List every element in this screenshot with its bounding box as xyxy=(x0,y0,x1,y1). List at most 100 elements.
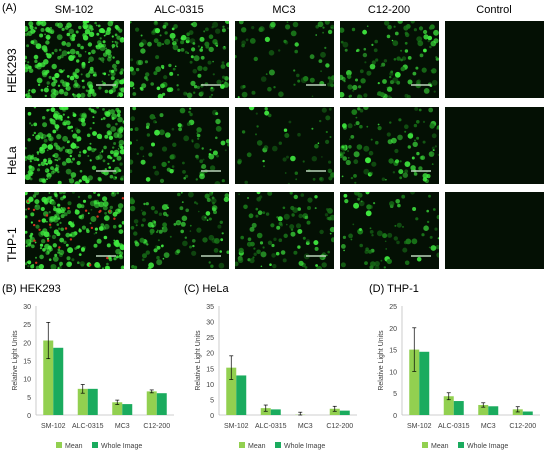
legend-swatch-whole-image xyxy=(458,442,464,448)
scale-bar xyxy=(201,84,221,86)
y-tick-label: 5 xyxy=(210,397,214,404)
legend-swatch-mean xyxy=(239,442,245,448)
row-header-hek293: HEK293 xyxy=(5,48,19,93)
column-header-mc3: MC3 xyxy=(272,4,296,16)
legend-label-whole-image: Whole Image xyxy=(467,443,508,450)
scale-bar xyxy=(306,255,326,257)
y-tick-label: 30 xyxy=(23,304,31,311)
y-tick-label: 20 xyxy=(389,326,397,333)
micrograph-hela-mc3 xyxy=(235,107,334,184)
panel-a-label: (A) xyxy=(2,2,17,14)
chart-d-thp-1: 0 5 10 15 20 25 Relative Light Units SM-102 ALC-… xyxy=(378,304,540,450)
bar-whole-image-sm-102 xyxy=(53,347,64,415)
legend-label-whole-image: Whole Image xyxy=(101,443,142,450)
bar-whole-image-c12-200 xyxy=(156,393,167,415)
chart-c-title: (C) HeLa xyxy=(184,283,229,295)
column-header-c12-200: C12-200 xyxy=(367,4,411,16)
bar-whole-image-c12-200 xyxy=(522,411,533,415)
bar-mean-sm-102 xyxy=(409,349,420,415)
y-tick-label: 10 xyxy=(206,382,214,389)
y-tick-label: 0 xyxy=(393,413,397,420)
legend-label-mean: Mean xyxy=(65,443,83,450)
x-tick-label: C12-200 xyxy=(326,423,353,430)
row-header-hela: HeLa xyxy=(5,146,19,175)
chart-b-title: (B) HEK293 xyxy=(2,283,61,295)
bar-whole-image-mc3 xyxy=(488,406,499,415)
micrograph-hela-alc-0315 xyxy=(130,107,229,184)
bar-whole-image-mc3 xyxy=(122,404,133,415)
y-tick-label: 15 xyxy=(389,348,397,355)
y-tick-label: 5 xyxy=(27,395,31,402)
micrograph-hela-control xyxy=(445,107,544,184)
x-tick-label: ALC-0315 xyxy=(255,423,287,430)
bar-mean-mc3 xyxy=(112,402,123,415)
x-tick-label: SM-102 xyxy=(407,423,432,430)
micrograph-hek293-sm-102 xyxy=(25,21,124,98)
legend-swatch-mean xyxy=(422,442,428,448)
row-header-thp-1: THP-1 xyxy=(5,227,19,262)
bar-whole-image-alc-0315 xyxy=(270,409,281,415)
legend-swatch-mean xyxy=(56,442,62,448)
scale-bar xyxy=(306,170,326,172)
column-header-alc-0315: ALC-0315 xyxy=(154,4,204,16)
x-tick-label: MC3 xyxy=(481,423,496,430)
chart-d-title: (D) THP-1 xyxy=(369,283,419,295)
y-tick-label: 5 xyxy=(393,391,397,398)
y-axis-label: Relative Light Units xyxy=(378,330,385,391)
y-tick-label: 10 xyxy=(389,369,397,376)
micrograph-thp-1-mc3 xyxy=(235,192,334,269)
y-tick-label: 20 xyxy=(23,340,31,347)
legend-label-mean: Mean xyxy=(248,443,266,450)
x-tick-label: SM-102 xyxy=(41,423,66,430)
micrograph-thp-1-control xyxy=(445,192,544,269)
x-tick-label: MC3 xyxy=(115,423,130,430)
scale-bar xyxy=(306,84,326,86)
scale-bar xyxy=(411,84,431,86)
y-axis-label: Relative Light Units xyxy=(12,330,19,391)
chart-c-hela: 0 5 10 15 20 25 30 35 Relative Light Units SM-102… xyxy=(195,304,357,450)
bar-whole-image-sm-102 xyxy=(236,375,247,415)
micrograph-hek293-control xyxy=(445,21,544,98)
y-tick-label: 25 xyxy=(23,322,31,329)
x-tick-label: C12-200 xyxy=(143,423,170,430)
y-axis-label: Relative Light Units xyxy=(195,330,202,391)
scale-bar xyxy=(411,255,431,257)
y-tick-label: 15 xyxy=(23,359,31,366)
legend-swatch-whole-image xyxy=(92,442,98,448)
scale-bar xyxy=(201,170,221,172)
micrograph-thp-1-c12-200 xyxy=(340,192,439,269)
bar-mean-alc-0315 xyxy=(443,396,454,415)
scale-bar xyxy=(201,255,221,257)
legend-label-whole-image: Whole Image xyxy=(284,443,325,450)
micrograph-thp-1-sm-102 xyxy=(25,192,124,269)
bar-whole-image-alc-0315 xyxy=(87,388,98,415)
scale-bar xyxy=(96,84,116,86)
legend-swatch-whole-image xyxy=(275,442,281,448)
x-tick-label: C12-200 xyxy=(509,423,536,430)
y-tick-label: 20 xyxy=(206,351,214,358)
x-tick-label: ALC-0315 xyxy=(72,423,104,430)
bar-mean-c12-200 xyxy=(329,408,340,415)
y-tick-label: 25 xyxy=(389,304,397,311)
column-header-sm-102: SM-102 xyxy=(54,4,94,16)
micrograph-hek293-alc-0315 xyxy=(130,21,229,98)
scale-bar xyxy=(411,170,431,172)
y-tick-label: 30 xyxy=(206,320,214,327)
bar-mean-alc-0315 xyxy=(77,388,88,415)
micrograph-hela-sm-102 xyxy=(25,107,124,184)
bar-mean-sm-102 xyxy=(226,367,237,415)
y-tick-label: 10 xyxy=(23,377,31,384)
y-tick-label: 15 xyxy=(206,366,214,373)
x-tick-label: ALC-0315 xyxy=(438,423,470,430)
micrograph-thp-1-alc-0315 xyxy=(130,192,229,269)
x-tick-label: MC3 xyxy=(298,423,313,430)
bar-whole-image-alc-0315 xyxy=(453,401,464,415)
legend-label-mean: Mean xyxy=(431,443,449,450)
chart-b-hek293: 0 5 10 15 20 25 30 Relative Light Units SM-102 AL… xyxy=(12,304,174,450)
bar-mean-sm-102 xyxy=(43,340,54,415)
micrograph-hela-c12-200 xyxy=(340,107,439,184)
scale-bar xyxy=(96,255,116,257)
micrograph-hek293-c12-200 xyxy=(340,21,439,98)
y-tick-label: 25 xyxy=(206,335,214,342)
y-tick-label: 0 xyxy=(210,413,214,420)
